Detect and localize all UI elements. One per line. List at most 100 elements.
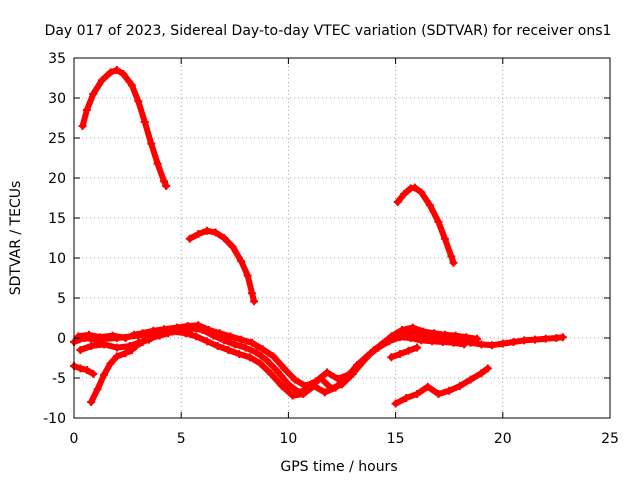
y-tick-label: 10 bbox=[48, 251, 66, 267]
data-point bbox=[97, 76, 106, 85]
data-point bbox=[211, 228, 220, 237]
data-point bbox=[445, 386, 454, 395]
data-point bbox=[250, 297, 259, 306]
data-point bbox=[395, 350, 404, 358]
data-point bbox=[147, 139, 156, 148]
data-point bbox=[95, 333, 104, 342]
data-point bbox=[447, 252, 456, 261]
data-point bbox=[353, 361, 362, 370]
data-point bbox=[473, 334, 482, 343]
data-point bbox=[483, 364, 492, 373]
data-point bbox=[202, 337, 211, 346]
data-point bbox=[428, 337, 437, 346]
data-point bbox=[413, 343, 422, 352]
data-point bbox=[215, 329, 224, 338]
data-point bbox=[112, 352, 121, 361]
data-point bbox=[121, 334, 130, 342]
series-late-short-dip bbox=[387, 343, 422, 362]
data-point bbox=[89, 370, 98, 378]
data-point bbox=[460, 340, 469, 349]
y-axis-label: SDTVAR / TECUs bbox=[8, 181, 24, 296]
series-early-ramp bbox=[125, 329, 173, 355]
data-point bbox=[440, 330, 449, 339]
data-point bbox=[119, 70, 128, 78]
data-point bbox=[451, 331, 460, 340]
data-point bbox=[331, 383, 340, 392]
data-point bbox=[78, 122, 87, 130]
series-arc-3 bbox=[393, 183, 458, 267]
data-point bbox=[277, 382, 286, 390]
data-point bbox=[245, 353, 254, 362]
data-point bbox=[160, 177, 169, 186]
data-point bbox=[112, 66, 121, 74]
data-point bbox=[320, 388, 329, 397]
x-tick-label: 5 bbox=[177, 431, 186, 447]
data-point bbox=[241, 343, 250, 352]
series-trace bbox=[186, 227, 258, 305]
tick-labels: 0 5 10 15 20 25 -10 -5 0 5 10 15 20 25 30 35 bbox=[43, 51, 619, 447]
data-point bbox=[224, 346, 233, 354]
data-point bbox=[138, 329, 147, 338]
x-tick-label: 15 bbox=[387, 431, 405, 447]
data-point bbox=[194, 230, 203, 238]
data-point bbox=[280, 364, 289, 373]
data-point bbox=[100, 370, 109, 379]
data-point bbox=[82, 106, 91, 114]
data-point bbox=[342, 374, 351, 382]
data-point bbox=[155, 331, 164, 340]
data-point bbox=[243, 271, 252, 280]
data-point bbox=[138, 338, 147, 346]
series-trace bbox=[79, 67, 170, 189]
data-point bbox=[127, 81, 136, 90]
data-point bbox=[374, 343, 383, 352]
data-point bbox=[262, 356, 271, 365]
data-point bbox=[402, 394, 411, 402]
data-point bbox=[194, 321, 203, 330]
data-point bbox=[462, 333, 471, 342]
axis-ticks bbox=[73, 57, 611, 419]
data-point bbox=[455, 382, 464, 390]
data-point bbox=[404, 346, 413, 355]
data-point bbox=[213, 342, 222, 350]
data-point bbox=[541, 334, 550, 343]
data-point bbox=[247, 289, 256, 298]
data-point bbox=[85, 330, 94, 339]
data-point bbox=[205, 326, 214, 334]
data-point bbox=[434, 390, 443, 398]
data-point bbox=[153, 159, 162, 168]
data-point bbox=[440, 234, 449, 243]
data-point bbox=[220, 234, 229, 242]
series-early-short-dip bbox=[70, 362, 98, 378]
series-trace bbox=[388, 344, 420, 361]
data-point bbox=[488, 341, 497, 350]
data-point bbox=[183, 322, 192, 330]
y-tick-label: 35 bbox=[48, 51, 66, 67]
data-point bbox=[181, 329, 190, 338]
series-late-ramp bbox=[391, 364, 492, 408]
x-axis-label: GPS time / hours bbox=[280, 459, 397, 475]
data-point bbox=[147, 334, 156, 342]
data-point bbox=[406, 334, 415, 342]
data-point bbox=[430, 329, 439, 338]
data-point bbox=[185, 234, 194, 243]
data-point bbox=[220, 336, 229, 345]
data-point bbox=[237, 257, 246, 266]
y-tick-label: 30 bbox=[48, 91, 66, 107]
data-point bbox=[449, 338, 458, 347]
y-tick-label: 20 bbox=[48, 171, 66, 187]
x-tick-label: 25 bbox=[601, 431, 619, 447]
data-point bbox=[417, 188, 426, 197]
y-tick-label: 25 bbox=[48, 131, 66, 147]
data-point bbox=[235, 350, 244, 358]
data-point bbox=[269, 352, 278, 361]
data-point bbox=[87, 342, 96, 350]
data-point bbox=[247, 338, 256, 347]
data-point bbox=[202, 226, 211, 235]
data-point bbox=[498, 339, 507, 348]
x-tick-label: 10 bbox=[279, 431, 297, 447]
data-point bbox=[192, 332, 201, 341]
data-point bbox=[100, 340, 109, 349]
data-point bbox=[434, 218, 443, 226]
